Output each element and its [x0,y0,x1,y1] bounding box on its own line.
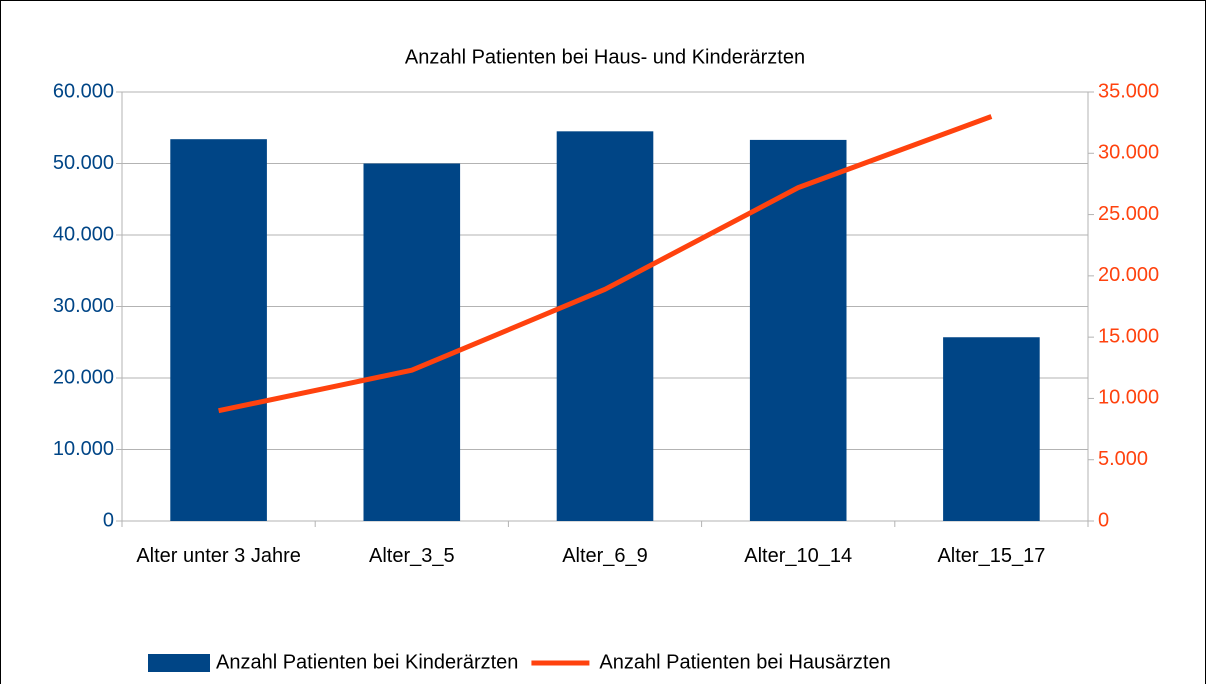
y2-tick-label: 20.000 [1098,264,1159,286]
x-tick-label: Alter_10_14 [744,545,853,567]
y-tick-label: 50.000 [53,152,114,174]
bar [943,337,1040,521]
y-tick-label: 0 [103,509,114,531]
bar [363,163,461,521]
legend-label: Anzahl Patienten bei Hausärzten [599,651,890,673]
y-tick-label: 20.000 [53,366,114,388]
y-tick-label: 40.000 [53,223,114,245]
y2-tick-label: 10.000 [1098,387,1159,409]
line [218,114,993,414]
legend-swatch [148,654,210,672]
y2-tick-label: 0 [1098,509,1109,531]
y2-tick-label: 15.000 [1098,325,1159,347]
x-tick-label: Alter_6_9 [562,545,648,567]
y-tick-label: 30.000 [53,295,114,317]
x-tick-label: Alter_15_17 [937,545,1046,567]
y2-tick-label: 35.000 [1098,80,1159,102]
x-tick-label: Alter_3_5 [368,545,455,567]
bar [556,131,654,521]
y-tick-label: 60.000 [53,80,114,102]
y2-tick-label: 30.000 [1098,142,1159,164]
chart-title: Anzahl Patienten bei Haus- und Kinderärz… [405,46,805,68]
x-tick-label: Alter unter 3 Jahre [136,545,301,567]
legend-label: Anzahl Patienten bei Kinderärzten [216,651,518,673]
y-tick-label: 10.000 [53,438,114,460]
y2-tick-label: 25.000 [1098,203,1159,225]
bar [749,139,847,521]
y2-tick-label: 5.000 [1098,448,1148,470]
bar [170,139,267,521]
